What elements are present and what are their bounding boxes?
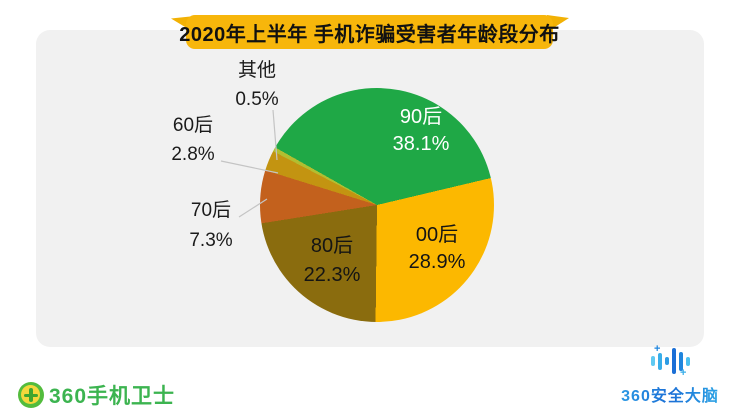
slice-label-00hou: 00后 28.9% [377, 222, 497, 276]
slice-label-90hou-value: 38.1% [392, 133, 450, 155]
mobile-guard-logo-icon [18, 382, 44, 408]
title-ribbon: 2020年上半年 手机诈骗受害者年龄段分布 [165, 8, 575, 52]
slice-label-70hou-name: 70后 [190, 200, 232, 221]
slice-label-70hou-value: 7.3% [189, 230, 233, 251]
slice-label-00hou-name: 00后 [415, 224, 459, 246]
slice-label-other-value: 0.5% [235, 89, 279, 110]
chart-title: 2020年上半年 手机诈骗受害者年龄段分布 [179, 23, 560, 46]
slice-label-00hou-value: 28.9% [408, 251, 466, 273]
mobile-guard-brand-text: 360手机卫士 [49, 385, 176, 408]
slice-label-60hou: 60后 2.8% [143, 111, 243, 169]
slice-label-90hou: 90后 38.1% [361, 104, 481, 158]
brand-360-security-brain: + + 360安全大脑 [606, 344, 734, 406]
chart-title-bar: 2020年上半年 手机诈骗受害者年龄段分布 [179, 15, 559, 49]
plus-icon: + [654, 343, 661, 355]
slice-label-80hou: 80后 22.3% [272, 232, 392, 290]
slice-label-other: 其他 0.5% [207, 56, 307, 114]
slice-label-70hou: 70后 7.3% [161, 196, 261, 256]
brand-360-mobile-guard: 360手机卫士 [18, 380, 175, 410]
slice-label-60hou-name: 60后 [172, 115, 214, 136]
slice-label-60hou-value: 2.8% [171, 144, 215, 165]
security-brain-brand-text: 360安全大脑 [606, 382, 734, 406]
plus-icon: + [680, 367, 687, 379]
slice-label-80hou-name: 80后 [310, 235, 354, 257]
slice-label-90hou-name: 90后 [399, 106, 443, 128]
security-brain-logo-icon: + + [606, 343, 734, 379]
pie-chart [260, 88, 494, 322]
slice-label-80hou-value: 22.3% [303, 264, 361, 286]
slice-label-other-name: 其他 [237, 60, 276, 81]
